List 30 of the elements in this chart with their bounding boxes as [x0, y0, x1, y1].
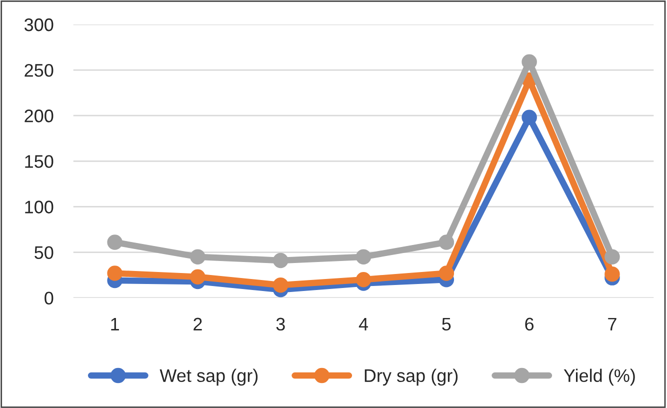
x-tick-label: 1 [111, 318, 119, 330]
legend-label: Yield (%) [564, 368, 635, 386]
x-tick-label: 5 [442, 318, 451, 331]
legend-label: Wet sap (gr) [160, 368, 258, 386]
y-tick-label: 100 [25, 200, 54, 214]
point [604, 266, 620, 282]
y-tick-label: 300 [24, 18, 54, 32]
legend-label: Dry sap (gr) [364, 368, 458, 386]
point [107, 234, 122, 250]
x-tick-label: 6 [525, 318, 534, 331]
point [356, 249, 372, 264]
point [438, 266, 454, 281]
point [604, 249, 620, 264]
y-tick-label: 50 [34, 246, 54, 259]
x-tick-label: 7 [608, 318, 616, 330]
x-tick-label: 4 [358, 318, 368, 330]
point [272, 277, 288, 293]
point [438, 234, 454, 250]
point [522, 110, 537, 126]
point [190, 269, 206, 285]
point [190, 249, 206, 264]
y-tick-label: 0 [44, 292, 54, 305]
x-tick-label: 2 [194, 318, 202, 330]
x-tick-label: 3 [276, 318, 285, 331]
point [107, 266, 122, 281]
point [272, 252, 288, 268]
y-tick-label: 250 [24, 64, 54, 77]
y-tick-label: 200 [24, 110, 54, 122]
y-tick-label: 150 [25, 155, 54, 168]
point [356, 272, 372, 288]
